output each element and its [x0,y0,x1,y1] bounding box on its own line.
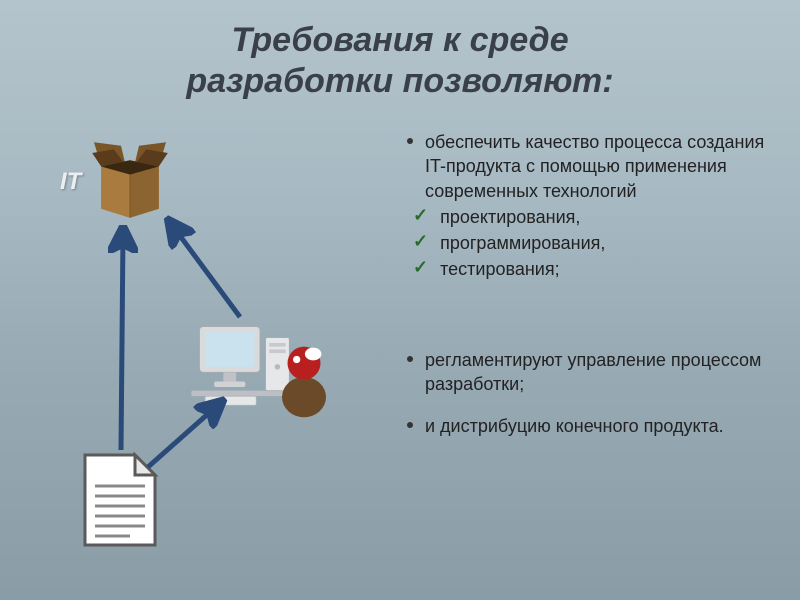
bullet-1: обеспечить качество процесса создания IT… [395,130,775,282]
sublist-1: ✓ проектирования, ✓ программирования, ✓ … [395,205,775,282]
bullet-3-text: и дистрибуцию конечного продукта. [425,414,724,438]
bullet-2: регламентируют управление процессом разр… [395,348,775,397]
bullet-dot-icon [407,138,413,144]
arrow-computer-to-box [160,215,250,325]
it-label: IT [60,168,81,196]
sub-1: проектирования, [440,205,580,229]
sub-3: тестирования; [440,257,560,281]
title-line-1: Требования к среде [40,20,760,61]
diagram-area: IT [20,130,400,550]
arrow-doc-to-computer [140,395,230,475]
check-icon: ✓ [413,231,428,253]
bullet-2-text: регламентируют управление процессом разр… [425,348,775,397]
bullet-dot-icon [407,422,413,428]
bullet-3: и дистрибуцию конечного продукта. [395,414,775,438]
arrow-doc-to-box [105,225,145,455]
bullet-1-text: обеспечить качество процесса создания IT… [425,130,775,203]
check-icon: ✓ [413,257,428,279]
title-line-2: разработки позволяют: [40,61,760,102]
page-title: Требования к среде разработки позволяют: [0,0,800,112]
bullet-dot-icon [407,356,413,362]
content-area: обеспечить качество процесса создания IT… [395,130,775,457]
check-icon: ✓ [413,205,428,227]
sub-2: программирования, [440,231,605,255]
box-icon [85,135,175,225]
